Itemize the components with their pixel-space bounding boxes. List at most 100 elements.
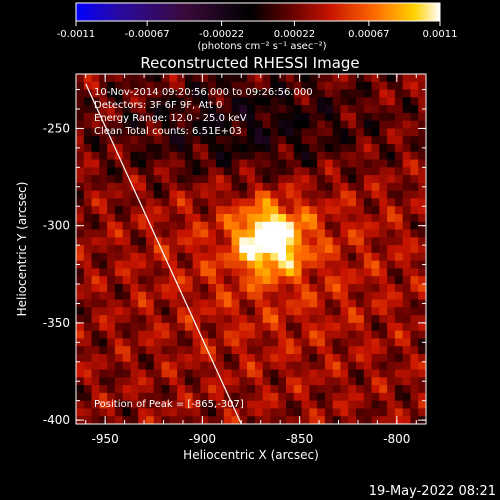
heatmap-cell xyxy=(356,315,365,324)
heatmap-cell xyxy=(130,284,139,293)
heatmap-cell xyxy=(348,221,357,230)
heatmap-cell xyxy=(99,322,108,332)
heatmap-cell xyxy=(177,74,186,83)
heatmap-cell xyxy=(247,112,256,122)
heatmap-cell xyxy=(332,369,341,378)
heatmap-cell xyxy=(309,175,318,184)
heatmap-cell xyxy=(340,260,349,269)
heatmap-cell xyxy=(379,299,388,308)
heatmap-cell xyxy=(410,385,419,394)
heatmap-cell xyxy=(309,214,318,223)
heatmap-cell xyxy=(254,276,264,285)
heatmap-cell xyxy=(184,392,194,402)
heatmap-cell xyxy=(114,291,124,300)
heatmap-cell xyxy=(138,159,147,168)
heatmap-cell xyxy=(317,252,326,262)
heatmap-cell xyxy=(247,392,256,402)
heatmap-cell xyxy=(356,167,365,176)
heatmap-cell xyxy=(371,214,380,223)
heatmap-cell xyxy=(76,112,85,122)
heatmap-cell xyxy=(293,252,302,262)
chart-title: Reconstructed RHESSI Image xyxy=(140,54,359,72)
heatmap-cell xyxy=(91,354,100,363)
heatmap-cell xyxy=(371,299,380,308)
heatmap-cell xyxy=(402,105,411,114)
heatmap-cell xyxy=(387,198,396,207)
heatmap-cell xyxy=(317,322,326,332)
heatmap-cell xyxy=(146,354,155,363)
heatmap-cell xyxy=(262,89,271,98)
heatmap-cell xyxy=(286,167,295,176)
heatmap-cell xyxy=(402,144,411,153)
heatmap-cell xyxy=(239,198,248,207)
heatmap-cell xyxy=(363,400,372,409)
heatmap-cell xyxy=(177,260,186,269)
heatmap-cell xyxy=(371,392,380,402)
heatmap-cell xyxy=(317,112,326,122)
heatmap-cell xyxy=(130,291,139,300)
heatmap-cell xyxy=(371,159,380,168)
heatmap-cell xyxy=(356,284,365,293)
heatmap-cell xyxy=(169,377,178,386)
heatmap-cell xyxy=(270,198,279,207)
heatmap-cell xyxy=(317,175,326,184)
heatmap-cell xyxy=(270,136,279,145)
heatmap-cell xyxy=(348,354,357,363)
heatmap-cell xyxy=(418,112,426,122)
heatmap-cell xyxy=(146,291,155,300)
heatmap-cell xyxy=(309,89,318,98)
heatmap-cell xyxy=(293,144,302,153)
heatmap-cell xyxy=(122,120,131,129)
heatmap-cell xyxy=(177,136,186,145)
heatmap-cell xyxy=(208,260,217,269)
heatmap-cell xyxy=(324,105,334,114)
heatmap-cell xyxy=(394,354,404,363)
heatmap-cell xyxy=(247,128,256,137)
heatmap-cell xyxy=(371,175,380,184)
heatmap-cell xyxy=(114,392,124,402)
heatmap-cell xyxy=(254,354,264,363)
heatmap-cell xyxy=(418,369,426,378)
heatmap-cell xyxy=(138,105,147,114)
heatmap-cell xyxy=(379,330,388,339)
heatmap-cell xyxy=(138,120,147,129)
y-tick-label: -400 xyxy=(43,413,70,427)
heatmap-cell xyxy=(177,89,186,98)
heatmap-cell xyxy=(216,291,225,300)
x-tick-label: -850 xyxy=(286,432,313,446)
heatmap-cell xyxy=(278,268,287,277)
heatmap-cell xyxy=(200,354,209,363)
heatmap-cell xyxy=(340,268,349,277)
heatmap-cell xyxy=(356,97,365,106)
heatmap-cell xyxy=(379,74,388,83)
heatmap-cell xyxy=(332,89,341,98)
heatmap-cell xyxy=(91,385,100,394)
heatmap-cell xyxy=(293,128,302,137)
heatmap-cell xyxy=(371,408,380,417)
heatmap-cell xyxy=(340,151,349,160)
heatmap-cell xyxy=(262,260,271,269)
heatmap-cell xyxy=(153,315,162,324)
heatmap-cell xyxy=(130,74,139,83)
heatmap-cell xyxy=(301,369,310,378)
heatmap-cell xyxy=(177,330,186,339)
heatmap-cell xyxy=(394,151,404,160)
heatmap-cell xyxy=(177,144,186,153)
heatmap-cell xyxy=(348,97,357,106)
heatmap-cell xyxy=(122,128,131,137)
heatmap-cell xyxy=(83,74,92,83)
heatmap-cell xyxy=(130,392,139,402)
heatmap-cell xyxy=(270,392,279,402)
heatmap-cell xyxy=(83,291,92,300)
heatmap-cell xyxy=(348,276,357,285)
heatmap-cell xyxy=(161,128,170,137)
heatmap-cell xyxy=(122,190,131,199)
heatmap-cell xyxy=(153,392,162,402)
heatmap-cell xyxy=(293,268,302,277)
heatmap-cell xyxy=(262,284,271,293)
heatmap-cell xyxy=(278,361,287,370)
heatmap-cell xyxy=(184,245,194,254)
heatmap-cell xyxy=(114,307,124,316)
heatmap-cell xyxy=(247,284,256,293)
heatmap-cell xyxy=(169,182,178,192)
